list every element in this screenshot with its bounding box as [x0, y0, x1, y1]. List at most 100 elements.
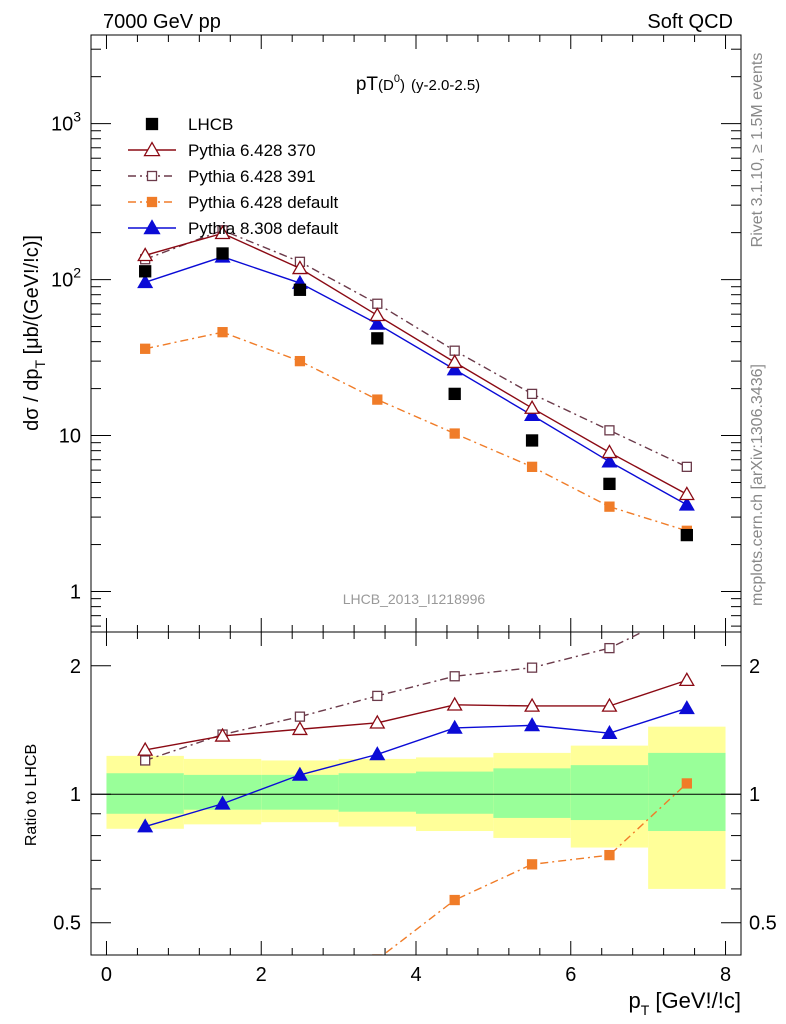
- title-paren-open: (: [378, 77, 383, 94]
- main-data-point: [678, 496, 695, 511]
- ratio-data-point: [524, 717, 541, 732]
- x-axis-label-rest: [GeV!/!c]: [649, 988, 741, 1013]
- legend-entry: LHCB: [145, 115, 233, 134]
- ratio-data-point: [604, 642, 615, 654]
- ratio-data-point: [137, 818, 154, 833]
- ratio-panel: 0.5 0.5 1 1 2 2 0 2 4 6 8 Ratio to LHCB pT [GeV!/…: [23, 631, 777, 1018]
- main-series-0: [139, 247, 693, 542]
- ratio-data-point: [601, 725, 618, 740]
- mcplots-label: mcplots.cern.ch [arXiv:1306.3436]: [749, 364, 766, 606]
- ratio-data-point: [449, 671, 460, 682]
- main-series-4: [137, 248, 695, 511]
- ratio-data-point: [678, 672, 695, 687]
- main-data-point: [369, 315, 386, 330]
- ratio-data-point: [524, 697, 541, 712]
- main-data-point: [449, 428, 460, 439]
- ratio-data-point: [369, 714, 386, 729]
- ratio-data-point: [291, 721, 308, 736]
- ratio-data-point: [446, 719, 463, 734]
- main-panel: 1 10 102 103 pT(D0) (y-2.0-2.5) dσ / dpT [μb…: [21, 34, 742, 633]
- y-axis-label-main: dσ / dp: [21, 369, 43, 431]
- x-axis-label-sub: T: [641, 1002, 650, 1018]
- ratio-ticks: [91, 632, 741, 955]
- collision-label: 7000 GeV pp: [103, 11, 221, 33]
- ratio-data-point: [372, 954, 383, 955]
- legend-marker: [146, 170, 158, 182]
- legend: LHCB Pythia 6.428 370 Pythia 6.428 391 Pyth…: [128, 115, 339, 238]
- ratio-data-point: [214, 795, 231, 810]
- main-ticks: [91, 35, 741, 632]
- ratio-y-tick-label-right: 0.5: [749, 913, 777, 935]
- ratio-data-point: [372, 690, 383, 702]
- main-series-1: [137, 225, 695, 501]
- legend-entry: Pythia 6.428 370: [128, 141, 316, 160]
- main-data-point: [214, 225, 231, 240]
- ratio-y-tick-label: 0.5: [53, 913, 81, 935]
- main-data-point: [604, 425, 615, 436]
- main-data-point: [372, 298, 383, 309]
- ratio-band-inner: [416, 771, 494, 814]
- title-superscript: 0: [394, 73, 400, 85]
- ratio-data-point: [295, 984, 304, 993]
- x-axis-label: pT [GeV!/!c]: [628, 988, 741, 1018]
- ratio-series-0: [137, 672, 695, 756]
- main-data-point: [603, 477, 616, 491]
- main-series-2: [140, 225, 692, 472]
- ratio-y-tick-label-right: 1: [749, 784, 760, 806]
- main-data-point: [293, 283, 307, 296]
- x-tick-label: 2: [256, 964, 267, 986]
- ratio-band-inner: [648, 752, 726, 832]
- ratio-data-point: [141, 1001, 150, 1010]
- ratio-data-point: [601, 697, 618, 712]
- ratio-data-point: [291, 766, 308, 781]
- ratio-data-point: [294, 711, 306, 722]
- legend-entry: Pythia 8.308 default: [128, 219, 339, 238]
- main-data-point: [137, 247, 154, 262]
- x-axis-label-main: p: [628, 988, 640, 1013]
- ratio-data-point: [218, 1007, 227, 1016]
- main-data-point: [449, 345, 460, 356]
- ratio-data-point: [526, 662, 538, 673]
- main-data-point: [446, 354, 463, 369]
- analysis-watermark: LHCB_2013_I1218996: [343, 591, 486, 607]
- main-data-point: [294, 355, 306, 367]
- ratio-series-line: [381, 782, 688, 955]
- legend-label: Pythia 8.308 default: [188, 219, 339, 238]
- main-series-line: [145, 331, 688, 532]
- ratio-series-line: [144, 632, 644, 762]
- ratio-series: [137, 632, 695, 1016]
- main-data-point: [526, 388, 538, 400]
- main-data-point: [137, 274, 154, 289]
- legend-label: LHCB: [188, 115, 233, 134]
- y-axis-label: dσ / dpT [μb/(GeV!/!c)]: [21, 235, 48, 431]
- legend-marker: [145, 117, 159, 131]
- legend-entry: Pythia 6.428 391: [128, 167, 316, 186]
- main-data-point: [216, 247, 229, 260]
- legend-marker: [146, 196, 158, 208]
- legend-marker: [143, 141, 161, 157]
- main-series-line: [144, 256, 688, 506]
- ratio-data-point: [449, 894, 460, 906]
- main-data-point: [601, 453, 618, 468]
- main-y-tick-label: 103: [51, 109, 81, 136]
- plot-title: pT(D0) (y-2.0-2.5): [356, 73, 480, 95]
- ratio-y-axis-label: Ratio to LHCB: [23, 744, 40, 846]
- ratio-data-point: [140, 755, 151, 766]
- y-axis-label-rest: [μb/(GeV!/!c)]: [21, 235, 43, 360]
- ratio-data-point: [446, 696, 463, 711]
- main-data-point: [524, 407, 541, 422]
- ratio-series-line: [145, 679, 688, 751]
- x-tick-label: 8: [720, 964, 731, 986]
- ratio-uncertainty-bands: [91, 726, 741, 889]
- ratio-y-tick-label: 2: [70, 656, 81, 678]
- main-data-point: [371, 332, 384, 345]
- ratio-band-inner: [493, 768, 571, 818]
- main-y-tick-label: 1: [70, 582, 81, 604]
- main-data-point: [526, 461, 538, 472]
- legend-label: Pythia 6.428 default: [188, 193, 339, 212]
- ratio-series-3: [137, 700, 695, 833]
- ratio-series-1: [140, 632, 644, 766]
- main-data-point: [217, 327, 228, 338]
- main-y-tick-label: 102: [51, 265, 81, 292]
- main-series: [137, 225, 695, 542]
